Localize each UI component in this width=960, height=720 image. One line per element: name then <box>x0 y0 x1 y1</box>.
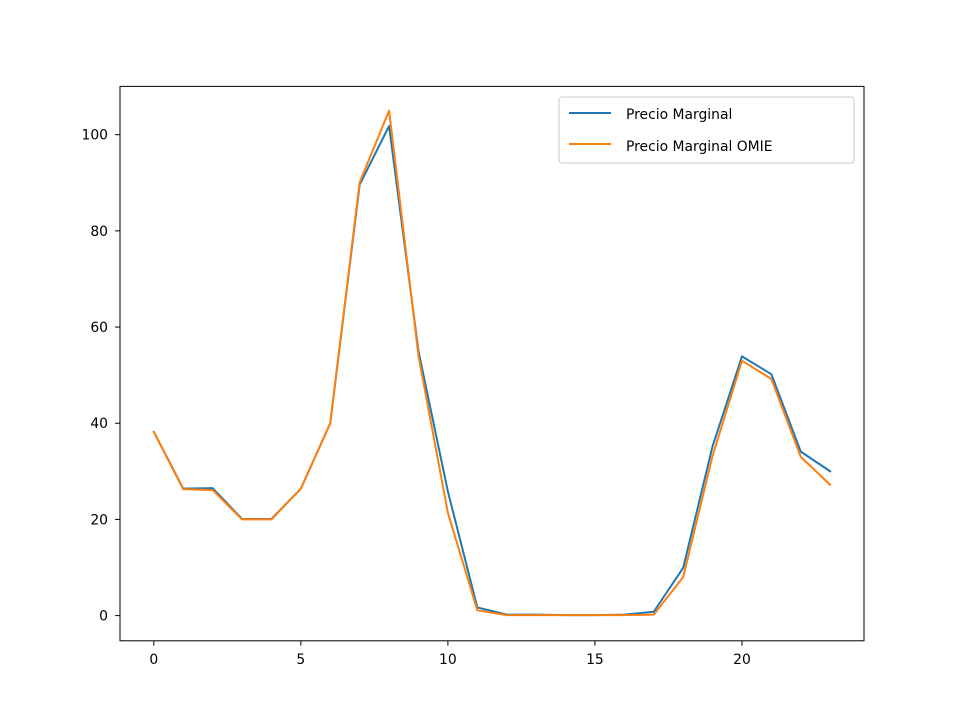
x-axis: 0 5 10 15 20 <box>149 640 751 668</box>
legend-label-precio-marginal: Precio Marginal <box>626 107 732 123</box>
x-tick-label: 5 <box>296 652 305 668</box>
legend: Precio Marginal Precio Marginal OMIE <box>558 96 855 164</box>
legend-label-precio-marginal-omie: Precio Marginal OMIE <box>626 139 773 155</box>
y-tick-label: 20 <box>90 512 108 528</box>
y-tick-label: 40 <box>90 416 108 432</box>
y-tick-label: 60 <box>90 320 108 336</box>
plot-frame <box>119 85 865 642</box>
y-tick-label: 100 <box>81 128 108 144</box>
x-tick-label: 0 <box>149 652 158 668</box>
y-tick-label: 80 <box>90 224 108 240</box>
y-axis: 0 20 40 60 80 100 <box>81 128 120 625</box>
x-tick-label: 20 <box>733 652 751 668</box>
series-line-precio-marginal-omie <box>152 109 832 617</box>
x-tick-label: 15 <box>586 652 604 668</box>
series-layer <box>152 109 832 617</box>
x-tick-label: 10 <box>439 652 457 668</box>
legend-box <box>558 96 855 164</box>
y-tick-label: 0 <box>99 609 108 625</box>
